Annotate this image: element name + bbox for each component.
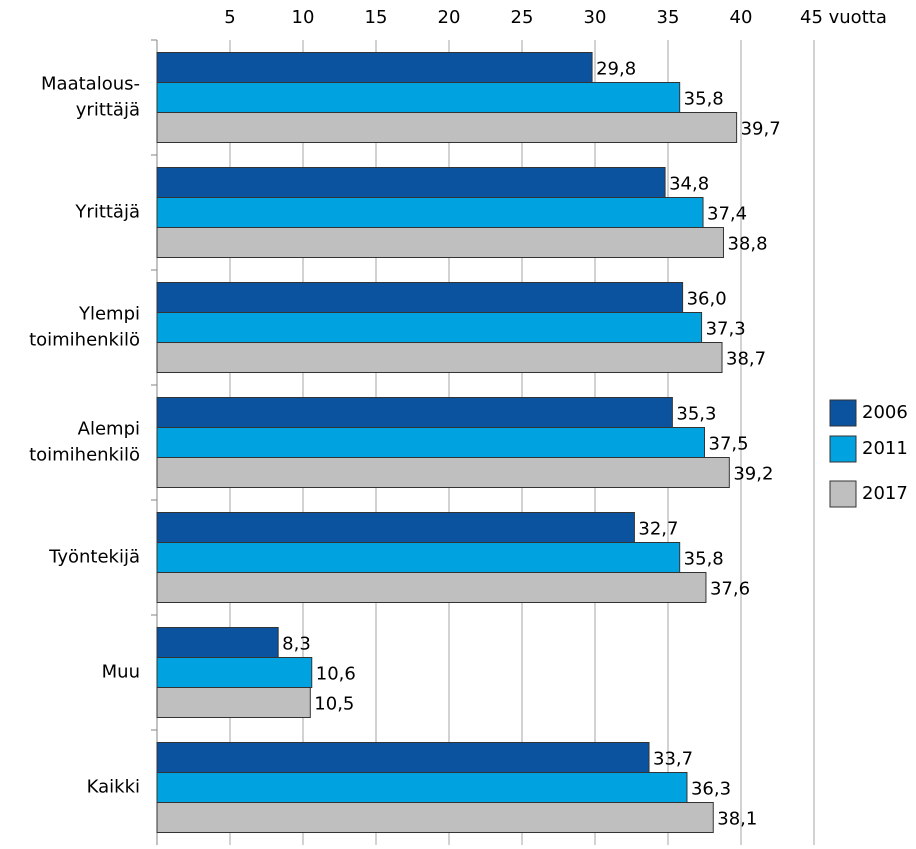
- bar: [156, 82, 681, 113]
- category-label: Kaikki: [87, 777, 140, 798]
- bar: [156, 52, 593, 83]
- value-label: 35,8: [684, 549, 724, 570]
- x-tick-label: 40: [730, 7, 753, 28]
- value-label: 32,7: [638, 519, 678, 540]
- bar: [156, 397, 673, 428]
- bar: [156, 227, 724, 258]
- value-label: 37,5: [709, 434, 749, 455]
- value-label: 10,6: [316, 664, 356, 685]
- bar: [156, 542, 681, 573]
- x-tick-label: 5: [224, 7, 235, 28]
- category-label: Työntekijä: [48, 547, 140, 568]
- bar: [156, 112, 738, 143]
- value-label: 36,0: [687, 289, 727, 310]
- bar: [156, 282, 684, 313]
- value-label: 39,7: [741, 119, 781, 140]
- x-tick-label: 30: [584, 7, 607, 28]
- value-label: 29,8: [596, 59, 636, 80]
- legend-swatch: [829, 399, 857, 427]
- value-label: 10,5: [314, 694, 354, 715]
- x-tick-label: 15: [365, 7, 388, 28]
- bar: [156, 802, 714, 833]
- x-tick-label: 45 vuotta: [800, 7, 887, 28]
- x-tick-label: 20: [438, 7, 461, 28]
- x-tick-label: 35: [657, 7, 680, 28]
- legend-label: 2011: [862, 438, 908, 459]
- legend-swatch: [829, 480, 857, 508]
- value-label: 38,1: [717, 809, 757, 830]
- value-label: 38,8: [727, 234, 767, 255]
- value-label: 37,6: [710, 579, 750, 600]
- value-label: 36,3: [691, 779, 731, 800]
- category-label: Maatalous-yrittäjä: [41, 74, 140, 121]
- x-tick-label: 25: [511, 7, 534, 28]
- value-label: 35,3: [676, 404, 716, 425]
- category-label: Alempi toimihenkilö: [29, 419, 140, 466]
- bar: [156, 197, 704, 228]
- bar: [156, 687, 311, 718]
- category-label: Ylempi toimihenkilö: [29, 304, 140, 351]
- category-label: Muu: [102, 662, 140, 683]
- bar: [156, 627, 279, 658]
- value-label: 37,4: [707, 204, 747, 225]
- value-label: 8,3: [282, 634, 311, 655]
- bar: [156, 657, 313, 688]
- bar: [156, 342, 723, 373]
- bar: [156, 457, 730, 488]
- bar: [156, 512, 635, 543]
- legend-swatch: [829, 435, 857, 463]
- value-label: 35,8: [684, 89, 724, 110]
- value-label: 39,2: [733, 464, 773, 485]
- bar: [156, 772, 688, 803]
- value-label: 34,8: [669, 174, 709, 195]
- legend-label: 2017: [862, 483, 908, 504]
- x-tick-label: 10: [292, 7, 315, 28]
- bar: [156, 312, 703, 343]
- bar: [156, 742, 650, 773]
- bar: [156, 572, 707, 603]
- bar: [156, 167, 666, 198]
- legend-label: 2006: [862, 402, 908, 423]
- value-label: 38,7: [726, 349, 766, 370]
- value-label: 37,3: [706, 319, 746, 340]
- value-label: 33,7: [653, 749, 693, 770]
- bar: [156, 427, 705, 458]
- category-label: Yrittäjä: [74, 202, 140, 223]
